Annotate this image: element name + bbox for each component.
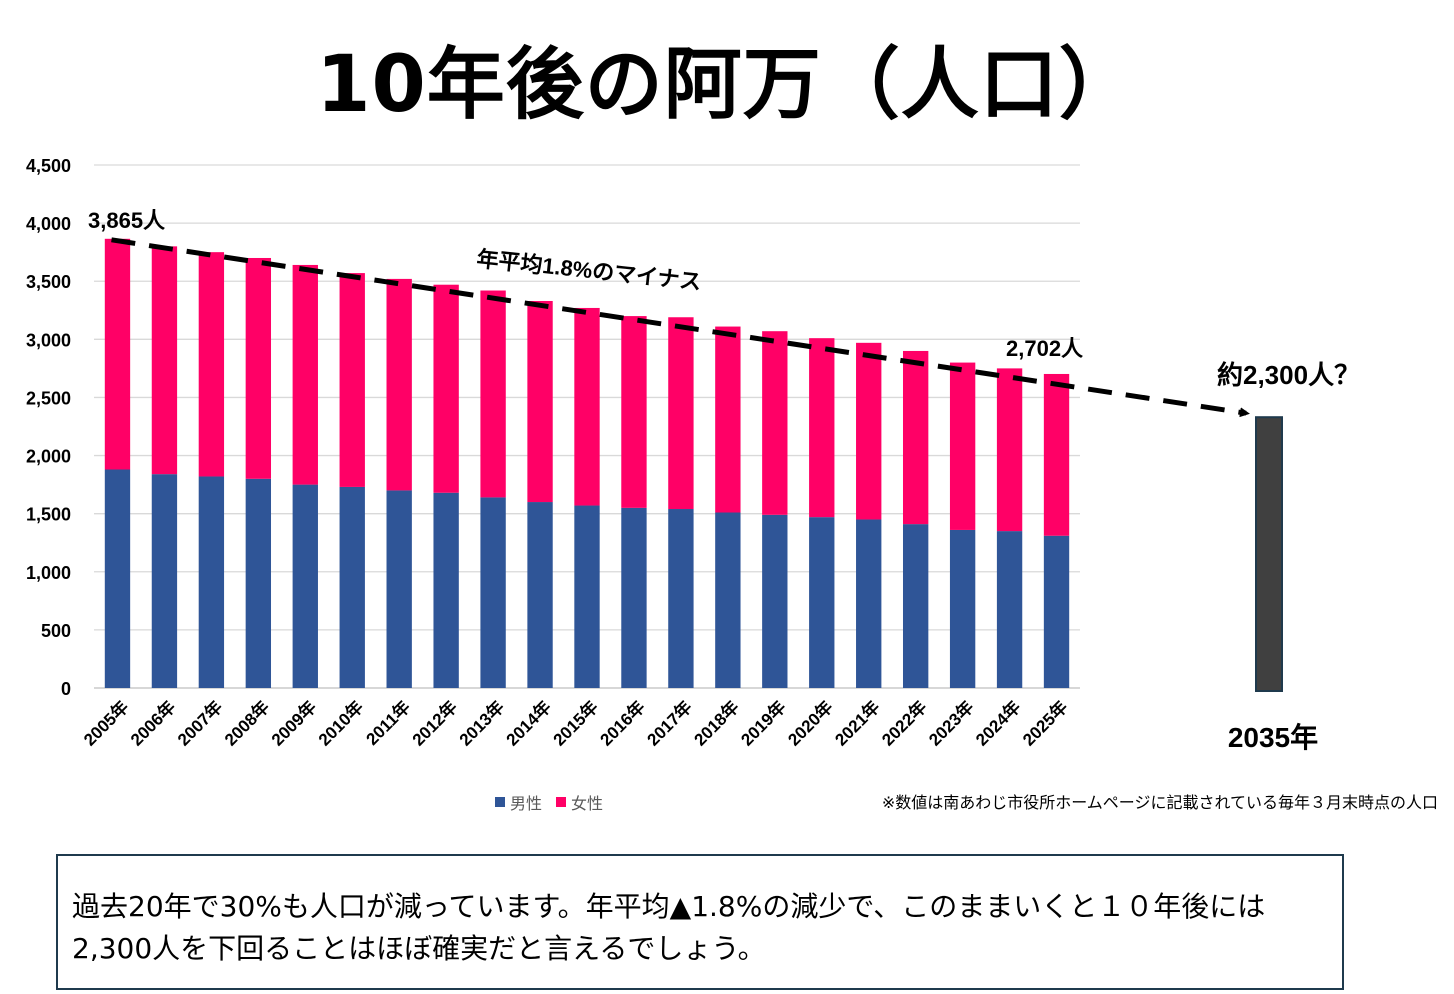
bar-female [198,252,225,477]
source-note: ※数値は南あわじ市役所ホームページに記載されている毎年３月末時点の人口 [881,793,1438,812]
y-tick-label: 1,500 [26,505,71,525]
bar-female [480,290,506,498]
legend-label-female: 女性 [571,794,604,813]
bar-male [574,505,600,688]
bar-female [996,368,1023,532]
bar-male [104,469,131,688]
end-value-label: 2,702人 [1006,336,1083,361]
bar-female [104,238,131,470]
x-tick-label: 2018年 [690,697,743,750]
y-tick-label: 0 [61,679,71,699]
y-tick-label: 2,000 [26,447,71,467]
bar-female [715,326,741,513]
bar-female [668,317,694,510]
bar-male [527,502,553,688]
x-tick-label: 2021年 [831,697,884,750]
bar-male [292,484,318,688]
x-tick-label: 2008年 [220,697,273,750]
x-tick-label: 2022年 [878,697,931,750]
trend-line [111,237,1250,418]
bar-male [1043,535,1070,688]
y-tick-label: 2,500 [26,388,71,408]
bar-female [621,316,647,508]
legend-swatch-female [556,797,567,807]
bar-male [198,476,225,688]
bar-male [151,474,178,688]
bar-male [339,486,365,688]
x-tick-label: 2024年 [971,697,1024,750]
x-tick-label: 2013年 [455,697,508,750]
bar-male [715,512,741,688]
start-value-label: 3,865人 [88,208,165,233]
x-tick-label: 2016年 [596,697,649,750]
x-tick-label: 2010年 [314,697,367,750]
legend-item-male: 男性 [495,790,542,814]
x-tick-label: 2012年 [408,697,461,750]
bar-female [151,246,178,475]
summary-text: 過去20年で30%も人口が減っています。年平均▲1.8%の減少で、このままいくと… [72,890,1266,965]
bar-female [762,331,788,515]
x-tick-label: 2015年 [549,697,602,750]
legend-swatch-male [495,797,505,807]
y-tick-label: 3,000 [26,330,71,350]
bar-female [949,362,976,530]
x-tick-label: 2017年 [643,697,696,750]
y-tick-label: 3,500 [26,272,71,292]
legend-item-female: 女性 [556,790,603,814]
x-tick-label: 2014年 [502,697,555,750]
bar-male [996,531,1023,688]
y-tick-label: 1,000 [26,563,71,583]
y-tick-label: 4,000 [26,214,71,234]
population-chart: 0 500 1,000 1,500 2,000 2,500 3,000 3,500 4,000 4… [26,156,1360,753]
y-tick-label: 4,500 [26,156,71,176]
legend-label-male: 男性 [510,794,543,813]
bar-female [433,284,459,493]
bar-male [762,514,788,688]
bar-female [902,350,929,525]
bar-female [856,342,882,520]
summary-box: 過去20年で30%も人口が減っています。年平均▲1.8%の減少で、このままいくと… [56,854,1344,990]
x-tick-label: 2007年 [173,697,226,750]
trend-label: 年平均1.8%のマイナス [475,246,702,294]
x-tick-label: 2009年 [267,697,320,750]
bar-female [292,264,318,485]
x-axis-tick-labels: 2005年2006年2007年2008年2009年2010年2011年2012年… [79,697,1071,750]
x-tick-label: 2019年 [737,697,790,750]
bar-male [856,519,882,688]
bar-female [809,338,835,518]
bar-male [949,529,976,688]
y-axis-tick-labels: 0 500 1,000 1,500 2,000 2,500 3,000 3,500 4,000 4… [26,156,71,699]
projection-year-label: 2035年 [1228,721,1318,753]
bar-female [386,278,412,491]
x-tick-label: 2020年 [784,697,837,750]
bar-female [527,300,553,503]
page-title: 10年後の阿万（人口） [316,40,1138,130]
bar-male [902,524,929,688]
projection-value-label: 約2,300人？ [1217,360,1360,390]
x-tick-label: 2005年 [79,697,132,750]
bar-male [621,507,647,688]
x-tick-label: 2025年 [1018,697,1071,750]
bar-male [668,509,694,688]
y-tick-label: 500 [41,621,71,641]
bar-female [1043,373,1070,536]
bar-female [574,307,600,506]
x-tick-label: 2011年 [362,697,414,749]
bar-female [245,257,272,479]
bar-female [339,273,365,487]
bar-male [386,490,412,688]
x-tick-label: 2006年 [126,697,179,750]
bar-male [245,478,272,688]
bar-male [809,517,835,688]
x-tick-label: 2023年 [925,697,978,750]
bars [104,238,1070,688]
bar-male [480,497,506,688]
bar-male [433,492,459,688]
projection-bar-2035 [1255,416,1283,692]
legend: 男性 女性 [495,790,603,814]
